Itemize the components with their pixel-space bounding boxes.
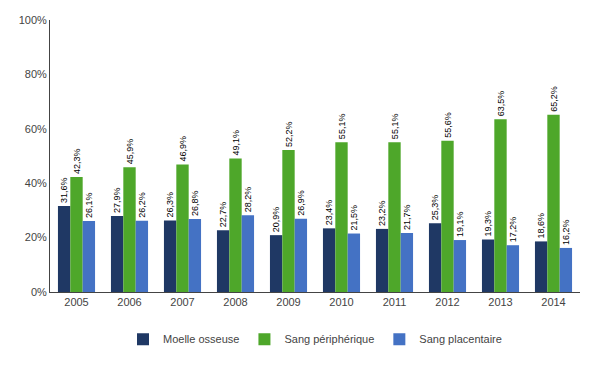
svg-text:19,1%: 19,1% [455,212,465,238]
svg-text:2010: 2010 [329,296,353,308]
svg-text:23,4%: 23,4% [324,200,334,226]
svg-text:2008: 2008 [223,296,247,308]
svg-text:55,1%: 55,1% [337,114,347,140]
svg-text:40%: 40% [25,177,47,189]
svg-text:19,3%: 19,3% [483,211,493,237]
svg-text:42,3%: 42,3% [72,148,82,174]
svg-text:55,1%: 55,1% [390,114,400,140]
svg-text:49,1%: 49,1% [231,130,241,156]
svg-text:18,6%: 18,6% [536,213,546,239]
svg-text:26,2%: 26,2% [137,192,147,218]
svg-text:Moelle osseuse: Moelle osseuse [163,333,239,345]
svg-text:20%: 20% [25,231,47,243]
svg-text:60%: 60% [25,123,47,135]
svg-text:52,2%: 52,2% [284,121,294,147]
svg-text:55,6%: 55,6% [443,112,453,138]
svg-text:100%: 100% [19,14,47,26]
svg-text:27,9%: 27,9% [112,188,122,214]
svg-text:26,8%: 26,8% [190,191,200,217]
svg-text:16,2%: 16,2% [561,219,571,245]
svg-text:0%: 0% [31,286,47,298]
svg-text:2013: 2013 [488,296,512,308]
svg-text:21,5%: 21,5% [349,205,359,231]
svg-text:26,3%: 26,3% [165,192,175,218]
svg-text:2009: 2009 [276,296,300,308]
svg-text:22,7%: 22,7% [218,202,228,228]
svg-text:2011: 2011 [383,296,407,308]
svg-text:31,6%: 31,6% [59,178,69,204]
svg-text:46,9%: 46,9% [178,136,188,162]
svg-text:2005: 2005 [64,296,88,308]
svg-text:Sang périphérique: Sang périphérique [284,333,374,345]
svg-text:21,7%: 21,7% [402,204,412,230]
svg-text:20,9%: 20,9% [271,207,281,233]
svg-text:23,2%: 23,2% [377,200,387,226]
svg-text:2007: 2007 [170,296,194,308]
svg-text:25,3%: 25,3% [430,195,440,221]
svg-text:63,5%: 63,5% [496,91,506,117]
svg-text:2014: 2014 [541,296,565,308]
svg-text:17,2%: 17,2% [508,217,518,243]
svg-text:45,9%: 45,9% [125,139,135,165]
svg-text:Sang placentaire: Sang placentaire [419,333,502,345]
svg-text:26,9%: 26,9% [296,190,306,216]
svg-text:2012: 2012 [435,296,459,308]
svg-text:65,2%: 65,2% [549,86,559,112]
svg-text:80%: 80% [25,68,47,80]
svg-text:2006: 2006 [117,296,141,308]
svg-text:26,1%: 26,1% [84,192,94,218]
svg-text:28,2%: 28,2% [243,187,253,213]
